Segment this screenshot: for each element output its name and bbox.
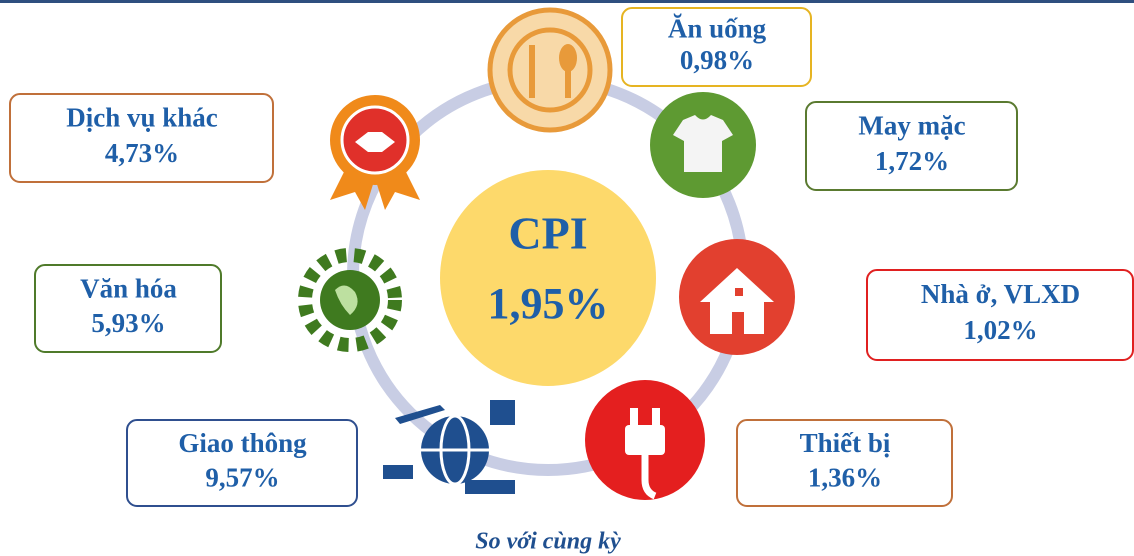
footer: So với cùng kỳ <box>475 529 621 555</box>
housing-icon <box>679 239 795 355</box>
node-label: Văn hóa <box>80 273 177 303</box>
center-value: 1,95% <box>488 279 609 328</box>
node-box <box>9 93 274 183</box>
node-box <box>34 264 222 353</box>
node-value: 5,93% <box>91 308 165 338</box>
food-icon <box>487 7 613 133</box>
node-box <box>805 101 1018 191</box>
node-value: 0,98% <box>680 45 754 75</box>
node-label: Giao thông <box>178 428 307 458</box>
node-label: Ăn uống <box>668 14 767 44</box>
node-box <box>126 419 358 507</box>
services-icon <box>330 95 420 210</box>
node-value: 1,36% <box>808 462 882 492</box>
node-value: 9,57% <box>205 462 279 492</box>
node-box <box>621 7 812 87</box>
node-label: May mặc <box>858 111 965 141</box>
appliance-icon <box>585 380 705 500</box>
node-value: 1,72% <box>875 146 949 176</box>
node-value: 1,02% <box>963 315 1037 345</box>
node-label: Dịch vụ khác <box>66 103 218 133</box>
center-label: CPI <box>508 208 587 259</box>
clothing-icon <box>650 92 756 198</box>
culture-icon <box>298 248 402 352</box>
node-label: Thiết bị <box>800 428 891 458</box>
node-box <box>736 419 953 507</box>
top-rule <box>0 0 1134 3</box>
center-circle <box>440 170 656 386</box>
transport-icon <box>383 400 515 494</box>
node-value: 4,73% <box>105 138 179 168</box>
node-label: Nhà ở, VLXD <box>921 279 1080 309</box>
node-box <box>866 269 1134 361</box>
